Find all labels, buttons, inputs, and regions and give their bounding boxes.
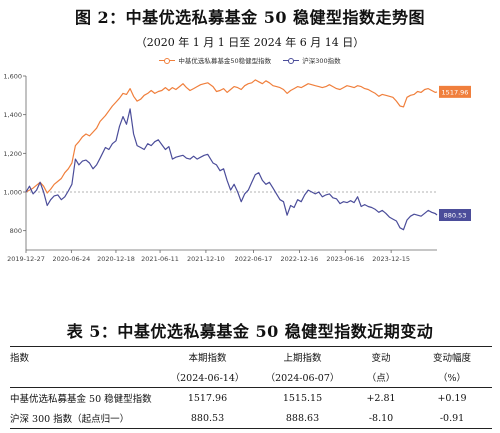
x-tick-label: 2022-12-16 <box>281 255 319 263</box>
x-tick-label: 2023-06-16 <box>326 255 364 263</box>
header-change: 变动 <box>350 346 412 367</box>
table-title: 表 5：中基优选私募基金 50 稳健型指数近期变动 <box>66 322 434 341</box>
cell-index-name: 中基优选私募基金 50 稳健型指数 <box>10 394 152 405</box>
x-tick-label: 2021-06-11 <box>141 255 179 263</box>
chart-legend: 中基优选私募基金50稳健型指数 沪深300指数 <box>0 55 500 65</box>
cell-change-pct: +0.19 <box>437 392 467 404</box>
header-previous: 上期指数 <box>255 346 350 367</box>
table-row: 沪深 300 指数（起点归一） 880.53 888.63 -8.10 -0.9… <box>10 408 492 429</box>
y-tick-label: 1,200 <box>3 150 22 158</box>
figure-subtitle: （2020 年 1 月 1 日至 2024 年 6 月 14 日） <box>135 36 365 49</box>
x-tick-label: 2023-12-15 <box>372 255 410 263</box>
line-chart: 800 1,000 1,200 1,400 1,600 2019-12-27 2020-06… <box>3 73 471 263</box>
cell-index-name: 沪深 300 指数（起点归一） <box>10 408 160 429</box>
subheader-index <box>10 367 160 388</box>
y-tick-label: 1,400 <box>3 111 22 119</box>
legend-label-series-0: 中基优选私募基金50稳健型指数 <box>178 57 272 66</box>
y-tick-label: 1,600 <box>3 73 22 81</box>
y-tick-label: 1,000 <box>3 189 22 197</box>
subheader-pct-unit: （%） <box>412 367 492 388</box>
cell-change-pct: -0.91 <box>412 408 492 429</box>
series-end-label-1: 880.53 <box>444 212 467 220</box>
header-index: 指数 <box>10 346 160 367</box>
legend-swatch-series-0 <box>159 58 176 63</box>
cell-current: 880.53 <box>160 408 255 429</box>
series-end-label-0: 1517.96 <box>442 88 469 96</box>
cell-current: 1517.96 <box>187 392 228 404</box>
series-line-1 <box>25 108 438 231</box>
legend-item-series-1: 沪深300指数 <box>283 55 341 66</box>
subheader-previous-date: （2024-06-07） <box>255 367 350 388</box>
cell-previous: 1515.15 <box>282 392 323 404</box>
x-tick-label: 2021-12-10 <box>187 255 225 263</box>
cell-change: +2.81 <box>366 392 396 404</box>
subheader-change-unit: （点） <box>350 367 412 388</box>
header-current: 本期指数 <box>160 346 255 367</box>
legend-swatch-series-1 <box>283 58 300 63</box>
table-header-row: 指数 本期指数 上期指数 变动 变动幅度 <box>10 346 492 367</box>
cell-previous: 888.63 <box>255 408 350 429</box>
series-end-label-box-1 <box>439 209 471 222</box>
x-tick-label: 2019-12-27 <box>7 255 45 263</box>
table-row: 中基优选私募基金 50 稳健型指数 1517.96 1515.15 +2.81 … <box>10 388 492 409</box>
series-line-0 <box>25 79 438 194</box>
y-tick-label: 800 <box>10 227 22 235</box>
x-tick-label: 2022-06-17 <box>235 255 273 263</box>
table-subheader-row: （2024-06-14） （2024-06-07） （点） （%） <box>10 367 492 388</box>
figure-title: 图 2：中基优选私募基金 50 稳健型指数走势图 <box>74 8 426 27</box>
x-tick-label: 2020-12-18 <box>97 255 135 263</box>
legend-item-series-0: 中基优选私募基金50稳健型指数 <box>159 55 271 65</box>
series-end-label-box-0 <box>439 85 471 98</box>
legend-label-series-1: 沪深300指数 <box>302 57 341 66</box>
header-change-pct: 变动幅度 <box>412 346 492 367</box>
cell-change: -8.10 <box>350 408 412 429</box>
subheader-current-date: （2024-06-14） <box>160 367 255 388</box>
changes-table: 指数 本期指数 上期指数 变动 变动幅度 （2024-06-14） （2024-… <box>10 346 492 429</box>
x-tick-label: 2020-06-24 <box>52 255 90 263</box>
